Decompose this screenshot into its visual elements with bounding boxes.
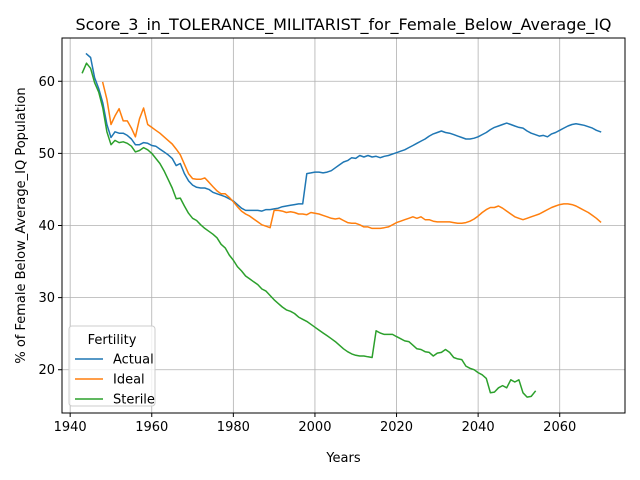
x-tick-label: 1980 — [217, 420, 250, 435]
series-lines — [81, 52, 602, 398]
y-tick-label: 50 — [38, 147, 55, 162]
x-tick-label: 2000 — [298, 420, 331, 435]
x-tick-label: 2040 — [462, 420, 495, 435]
legend-box — [68, 325, 156, 407]
y-axis: 20 30 40 50 60 — [38, 75, 62, 378]
legend-items: Actual Ideal Sterile — [75, 353, 155, 408]
x-tick-label: 2060 — [543, 420, 576, 435]
x-tick-label: 2020 — [380, 420, 413, 435]
y-tick-label: 20 — [38, 363, 55, 378]
y-tick-label: 40 — [38, 219, 55, 234]
x-axis: 1940 1960 1980 2000 2020 2040 2060 — [54, 413, 576, 435]
legend-title: Fertility — [88, 333, 137, 348]
legend-label-sterile: Sterile — [113, 393, 155, 408]
chart-title: Score_3_in_TOLERANCE_MILITARIST_for_Fema… — [75, 15, 611, 35]
legend: Fertility Actual Ideal Sterile — [68, 325, 156, 408]
legend-label-actual: Actual — [113, 353, 154, 368]
series-line-ideal — [101, 81, 602, 230]
x-axis-label: Years — [325, 451, 361, 466]
series-line-sterile — [81, 62, 537, 398]
series-line-actual — [85, 52, 602, 212]
y-axis-label: % of Female Below_Average_IQ Population — [14, 87, 29, 363]
y-tick-label: 60 — [38, 75, 55, 90]
grid — [62, 38, 625, 413]
y-tick-label: 30 — [38, 291, 55, 306]
x-tick-label: 1960 — [135, 420, 168, 435]
legend-label-ideal: Ideal — [113, 373, 145, 388]
x-tick-label: 1940 — [54, 420, 87, 435]
